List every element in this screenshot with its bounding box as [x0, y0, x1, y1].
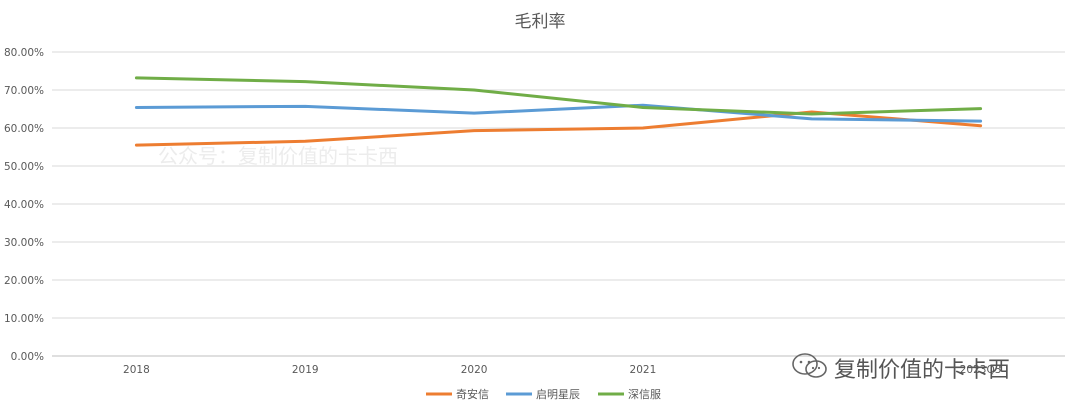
- y-tick-label: 10.00%: [4, 313, 44, 325]
- legend-label: 深信服: [628, 388, 661, 401]
- y-tick-label: 30.00%: [4, 237, 44, 249]
- x-tick-label: 2021: [630, 364, 657, 376]
- gridlines: [52, 51, 1065, 357]
- y-tick-label: 50.00%: [4, 161, 44, 173]
- legend-label: 奇安信: [456, 387, 489, 401]
- x-tick-label: 2020: [461, 364, 488, 376]
- x-tick-label: 2019: [292, 364, 319, 376]
- x-tick-label: 2023Q3: [960, 364, 1002, 376]
- watermark-brand: 复制价值的卡卡西: [834, 358, 1011, 383]
- y-tick-label: 0.00%: [11, 351, 44, 363]
- legend-label: 启明星辰: [536, 388, 580, 401]
- y-tick-label: 40.00%: [4, 199, 44, 211]
- y-tick-label: 70.00%: [4, 85, 44, 97]
- x-tick-label: 2018: [123, 364, 150, 376]
- y-tick-label: 20.00%: [4, 275, 44, 287]
- chart-title: 毛利率: [515, 12, 566, 32]
- y-axis-tick-labels: 0.00% 10.00% 20.00% 30.00% 40.00% 50.00% 60.00…: [4, 47, 44, 363]
- y-tick-label: 60.00%: [4, 123, 44, 135]
- series-lines: [134, 76, 983, 147]
- wechat-icon: [792, 353, 827, 378]
- legend: 奇安信 启明星辰 深信服: [426, 387, 661, 401]
- watermark-text: 公众号：复制价值的卡卡西: [158, 144, 398, 168]
- series-line-3: [134, 76, 983, 116]
- series-line-2: [134, 103, 983, 123]
- y-tick-label: 80.00%: [4, 47, 44, 59]
- x-axis-tick-labels: 2018 2019 2020 2021 2023Q3: [123, 364, 1001, 376]
